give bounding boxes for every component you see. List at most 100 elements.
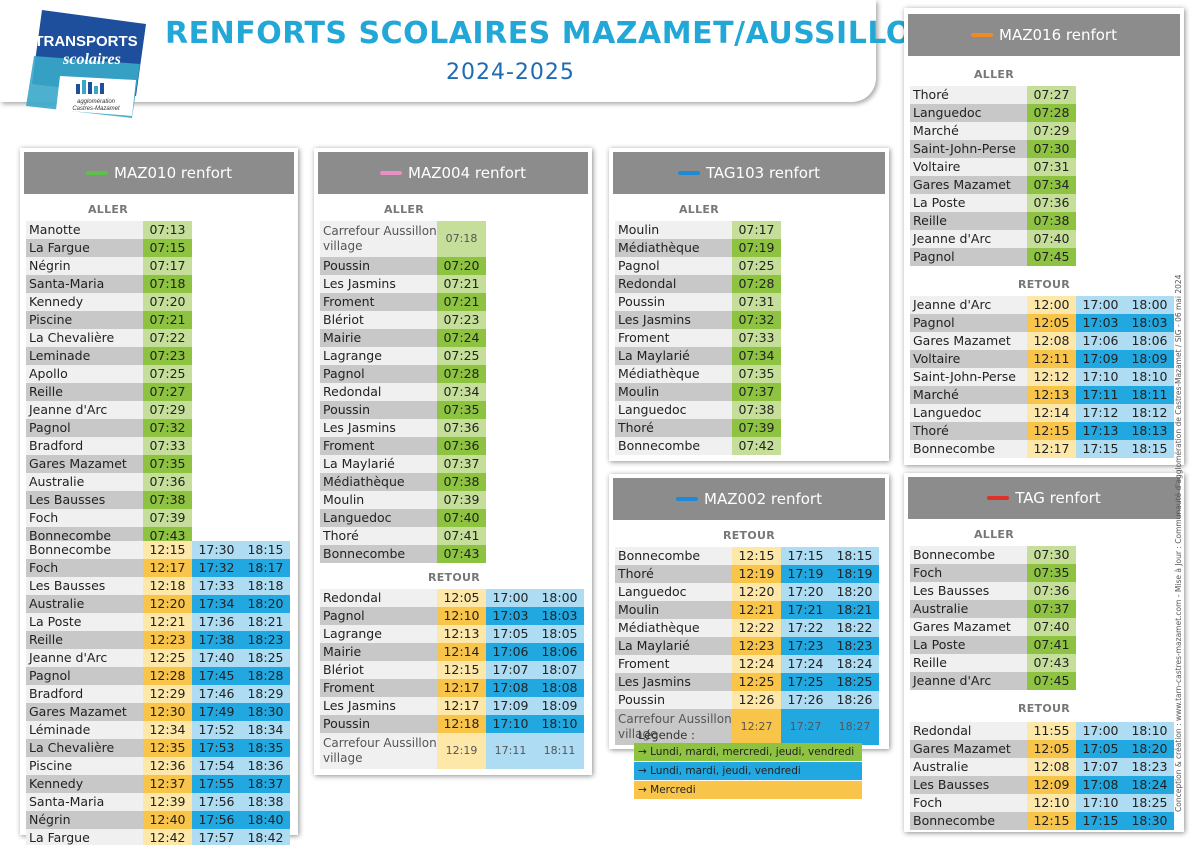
stop-name: Pagnol xyxy=(910,314,1027,332)
departure-time: 18:11 xyxy=(1125,386,1174,404)
departure-time: 12:21 xyxy=(143,613,192,631)
stop-name: La Maylarié xyxy=(615,347,732,365)
departure-time: 07:25 xyxy=(732,257,781,275)
departure-time: 12:10 xyxy=(1027,794,1076,812)
departure-time: 07:28 xyxy=(437,365,486,383)
departure-time: 12:13 xyxy=(437,625,486,643)
stop-name: Moulin xyxy=(615,221,732,239)
departure-time: 12:23 xyxy=(732,637,781,655)
schedule-row: Bonnecombe 12:15 17:15 18:15 xyxy=(615,547,879,565)
section-label-retour: RETOUR xyxy=(427,571,481,584)
schedule-row: Médiathèque 07:38 xyxy=(320,473,486,491)
schedule-row: La Maylarié 12:23 17:23 18:23 xyxy=(615,637,879,655)
line-color-marker xyxy=(677,171,700,175)
departure-time: 07:39 xyxy=(143,509,192,527)
credit-text: Conception & création : www.tarn-castres… xyxy=(1174,274,1183,812)
departure-time: 07:36 xyxy=(1027,194,1076,212)
departure-time: 07:35 xyxy=(732,365,781,383)
departure-time: 17:32 xyxy=(192,559,241,577)
departure-time: 17:10 xyxy=(1076,368,1125,386)
departure-time: 18:30 xyxy=(241,703,290,721)
schedule-row: Bonnecombe 07:42 xyxy=(615,437,781,455)
stop-name: Froment xyxy=(615,655,732,673)
schedule-row: Carrefour Aussillon village 12:19 17:11 18:… xyxy=(320,733,584,769)
departure-time: 07:15 xyxy=(143,239,192,257)
stop-name: Australie xyxy=(26,473,143,491)
stop-name: Santa-Maria xyxy=(26,275,143,293)
departure-time: 17:03 xyxy=(486,607,535,625)
logo-org-line1: agglomération xyxy=(77,99,116,105)
schedule-row: La Chevalière 12:35 17:53 18:35 xyxy=(26,739,290,757)
stop-name: Thoré xyxy=(910,422,1027,440)
schedule-row: Reille 07:43 xyxy=(910,654,1076,672)
departure-time: 17:46 xyxy=(192,685,241,703)
schedule-row: Thoré 07:39 xyxy=(615,419,781,437)
stop-name: Redondal xyxy=(320,383,437,401)
stop-name: Négrin xyxy=(26,257,143,275)
departure-time: 12:21 xyxy=(732,601,781,619)
departure-time: 18:03 xyxy=(535,607,584,625)
departure-time: 07:17 xyxy=(732,221,781,239)
departure-time: 18:00 xyxy=(535,589,584,607)
schedule-row: La Maylarié 07:34 xyxy=(615,347,781,365)
departure-time: 18:15 xyxy=(1125,440,1174,458)
departure-time: 07:45 xyxy=(1027,672,1076,690)
stop-name: Blériot xyxy=(320,311,437,329)
stop-name: Les Jasmins xyxy=(320,275,437,293)
departure-time: 17:03 xyxy=(1076,314,1125,332)
departure-time: 17:36 xyxy=(192,613,241,631)
schedule-row: Kennedy 12:37 17:55 18:37 xyxy=(26,775,290,793)
departure-time: 18:09 xyxy=(1125,350,1174,368)
departure-time: 12:17 xyxy=(437,679,486,697)
schedule-row: Bonnecombe 12:15 17:30 18:15 xyxy=(26,541,290,559)
page-subtitle: 2024-2025 xyxy=(446,60,575,85)
departure-time: 12:23 xyxy=(143,631,192,649)
departure-time: 18:05 xyxy=(535,625,584,643)
departure-time: 18:23 xyxy=(830,637,879,655)
schedule-row: La Fargue 07:15 xyxy=(26,239,192,257)
departure-time: 07:36 xyxy=(437,437,486,455)
schedule-row: Bradford 12:29 17:46 18:29 xyxy=(26,685,290,703)
departure-time: 07:34 xyxy=(732,347,781,365)
departure-time: 18:25 xyxy=(1125,794,1174,812)
stop-name: Les Jasmins xyxy=(320,697,437,715)
schedule-row: Carrefour Aussillon village 12:27 17:27 18:… xyxy=(615,709,879,745)
schedule-row: Froment 07:36 xyxy=(320,437,486,455)
stop-name: Pagnol xyxy=(26,667,143,685)
departure-time: 18:06 xyxy=(535,643,584,661)
stop-name: Les Jasmins xyxy=(615,673,732,691)
departure-time: 17:12 xyxy=(1076,404,1125,422)
departure-time: 17:08 xyxy=(486,679,535,697)
transports-scolaires-logo: TRANSPORTS scolaires agglomération Castr… xyxy=(26,10,146,118)
departure-time: 18:10 xyxy=(1125,368,1174,386)
stop-name: Reille xyxy=(910,654,1027,672)
departure-time: 17:26 xyxy=(781,691,830,709)
logo-line2: scolaires xyxy=(62,51,121,68)
departure-time: 17:57 xyxy=(192,829,241,845)
stop-name: Moulin xyxy=(320,491,437,509)
stop-name: Jeanne d'Arc xyxy=(910,296,1027,314)
departure-time: 17:07 xyxy=(486,661,535,679)
schedule-row: Gares Mazamet 12:30 17:49 18:30 xyxy=(26,703,290,721)
departure-time: 12:18 xyxy=(437,715,486,733)
stop-name: Médiathèque xyxy=(615,365,732,383)
departure-time: 18:37 xyxy=(241,775,290,793)
schedule-row: Gares Mazamet 07:40 xyxy=(910,618,1076,636)
stop-name: Piscine xyxy=(26,311,143,329)
departure-time: 17:52 xyxy=(192,721,241,739)
panel-title: MAZ010 renfort xyxy=(114,164,232,182)
stop-name: Piscine xyxy=(26,757,143,775)
departure-time: 07:40 xyxy=(437,509,486,527)
schedule-row: Pagnol 12:28 17:45 18:28 xyxy=(26,667,290,685)
departure-time: 18:24 xyxy=(1125,776,1174,794)
departure-time: 18:25 xyxy=(241,649,290,667)
stop-name: Carrefour Aussillon village xyxy=(615,709,732,745)
departure-time: 18:21 xyxy=(830,601,879,619)
stop-name: Saint-John-Perse xyxy=(910,368,1027,386)
schedule-row: Kennedy 07:20 xyxy=(26,293,192,311)
schedule-row: Foch 12:10 17:10 18:25 xyxy=(910,794,1174,812)
stop-name: Mairie xyxy=(320,643,437,661)
stop-name: Reille xyxy=(910,212,1027,230)
line-color-marker xyxy=(971,33,994,37)
stop-name: Jeanne d'Arc xyxy=(910,672,1027,690)
